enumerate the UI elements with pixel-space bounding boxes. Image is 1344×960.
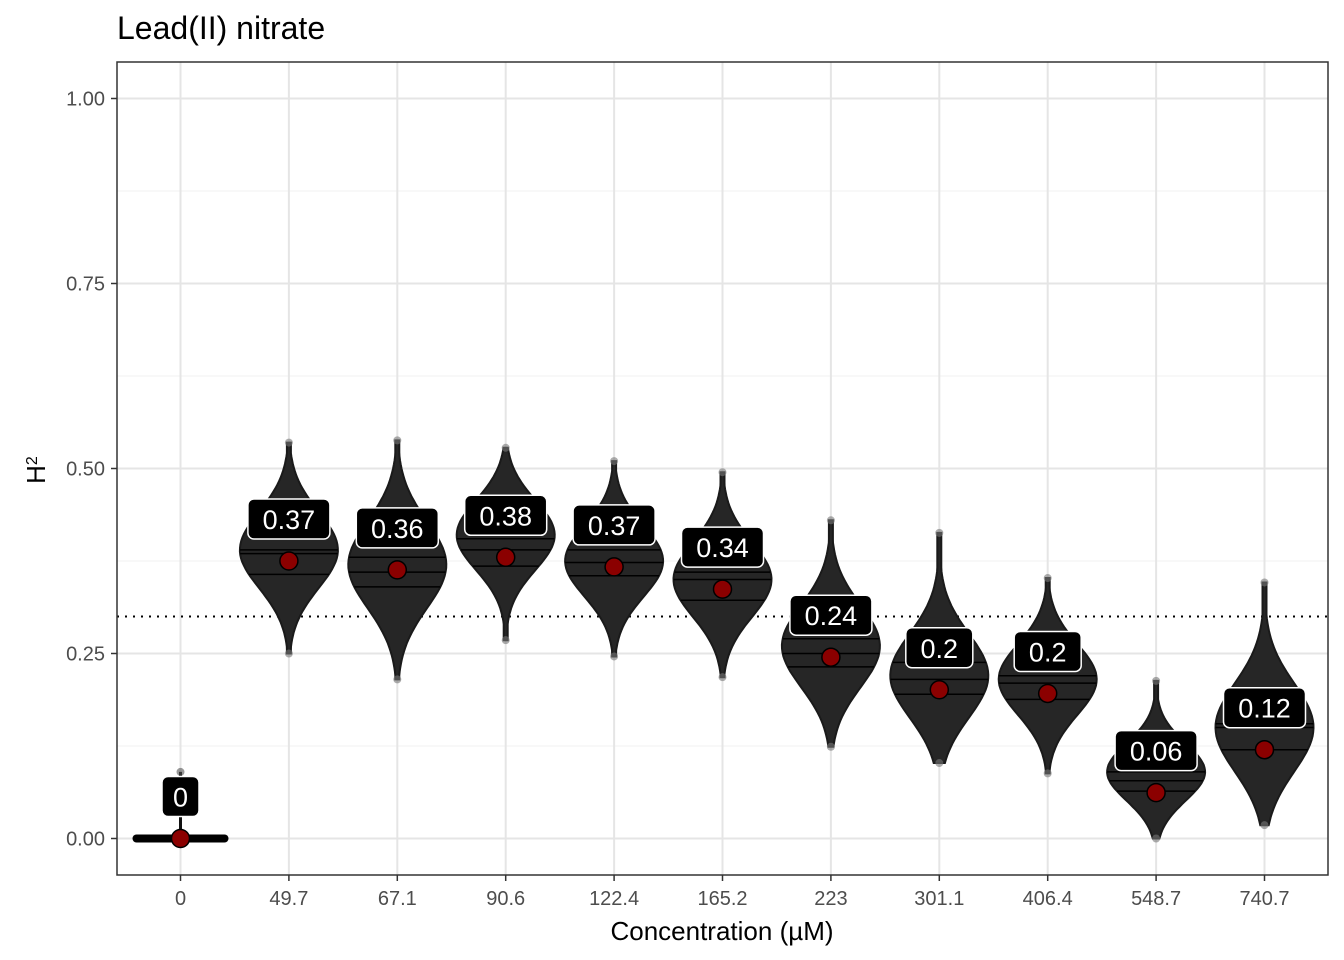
data-label-group: 0.24 xyxy=(789,594,873,667)
data-label-group: 0.2 xyxy=(1013,630,1082,704)
data-label-box xyxy=(905,627,974,669)
data-label: 0.38 xyxy=(479,501,532,531)
data-labels: 0 0.37 0.36 0.38 0.37 0.34 0.24 0.2 0.2 0.06 0.12 xyxy=(161,494,1307,849)
data-label-box xyxy=(680,526,765,568)
outlier-point xyxy=(284,649,293,658)
estimate-point xyxy=(1146,782,1166,803)
outlier-point xyxy=(1152,676,1161,685)
estimate-point xyxy=(821,647,841,667)
violin-group xyxy=(238,438,339,658)
estimate-point xyxy=(929,680,950,700)
x-tick-label: 301.1 xyxy=(914,888,964,910)
estimate-point xyxy=(604,557,624,577)
outlier-point xyxy=(718,468,727,477)
outlier-point xyxy=(1043,769,1052,778)
violin-group xyxy=(997,574,1098,778)
data-label: 0.06 xyxy=(1130,737,1183,767)
x-axis-title: Concentration (µM) xyxy=(610,916,833,946)
outlier-point xyxy=(501,443,510,452)
x-tick-label: 67.1 xyxy=(378,888,417,910)
x-tick-label: 406.4 xyxy=(1023,888,1073,910)
x-tick-label: 0 xyxy=(175,888,186,910)
x-tick-label: 122.4 xyxy=(589,888,639,910)
y-tick-label: 0.00 xyxy=(66,829,105,851)
data-label-box xyxy=(463,494,548,537)
outlier-point xyxy=(610,457,619,466)
data-label: 0.37 xyxy=(263,505,316,535)
estimate-point xyxy=(170,828,191,849)
x-tick-label: 90.6 xyxy=(486,888,525,910)
data-label-group: 0.06 xyxy=(1114,729,1198,803)
data-label: 0.34 xyxy=(696,533,749,563)
outlier-point xyxy=(610,652,619,661)
violin-group xyxy=(672,468,773,682)
data-label-box xyxy=(572,504,656,546)
outlier-point xyxy=(1260,821,1269,830)
data-label-group: 0.36 xyxy=(355,507,440,580)
axes: 0.00 0.25 0.50 0.75 1.00 0 49.7 67.1 90.6 122.4 16… xyxy=(66,61,1329,910)
y-axis-title: H2 xyxy=(21,456,51,484)
data-label-group: 0.34 xyxy=(680,526,765,599)
outlier-point xyxy=(935,528,944,537)
x-tick-label: 165.2 xyxy=(697,888,747,910)
x-tick-label: 223 xyxy=(814,888,847,910)
violin-group xyxy=(347,436,448,684)
y-axis-title-superscript: 2 xyxy=(24,456,41,465)
data-label: 0.2 xyxy=(921,634,959,664)
data-label: 0.2 xyxy=(1029,637,1067,667)
data-label-box xyxy=(247,498,331,540)
x-tick-label: 49.7 xyxy=(269,888,308,910)
data-label-box xyxy=(1114,729,1198,772)
outlier-point xyxy=(284,438,293,447)
data-label-group: 0.12 xyxy=(1222,686,1307,760)
violins xyxy=(132,436,1315,843)
y-tick-label: 0.25 xyxy=(66,644,105,666)
data-label-box xyxy=(789,594,873,636)
data-label-group: 0.38 xyxy=(463,494,548,568)
x-tick-label: 740.7 xyxy=(1239,888,1289,910)
data-label-box xyxy=(355,507,440,549)
data-label-group: 0.2 xyxy=(905,627,974,700)
data-label-group: 0.37 xyxy=(572,504,656,577)
outlier-point xyxy=(393,675,402,684)
estimate-point xyxy=(279,551,299,571)
outlier-point xyxy=(1152,834,1161,843)
outlier-point xyxy=(176,767,185,776)
outlier-point xyxy=(935,759,944,768)
data-label: 0 xyxy=(173,783,188,813)
estimate-point xyxy=(1254,739,1275,760)
estimate-point xyxy=(495,547,516,568)
y-axis-title-base: H xyxy=(21,465,51,484)
data-label-box xyxy=(1222,686,1307,729)
y-tick-label: 1.00 xyxy=(66,89,105,111)
outlier-point xyxy=(826,742,835,751)
chart-title: Lead(II) nitrate xyxy=(117,10,325,46)
outlier-point xyxy=(393,436,402,445)
data-label: 0.37 xyxy=(588,511,641,541)
outlier-point xyxy=(826,516,835,525)
outlier-point xyxy=(718,673,727,682)
outlier-point xyxy=(1260,578,1269,587)
data-label: 0.24 xyxy=(805,601,858,631)
data-label: 0.12 xyxy=(1238,694,1291,724)
data-label-box xyxy=(1013,630,1082,673)
x-tick-label: 548.7 xyxy=(1131,888,1181,910)
data-label: 0.36 xyxy=(371,514,424,544)
estimate-point xyxy=(387,560,408,580)
outlier-point xyxy=(1043,574,1052,583)
y-tick-label: 0.50 xyxy=(66,459,105,481)
estimate-point xyxy=(1037,683,1058,704)
data-label-group: 0 xyxy=(161,775,200,849)
estimate-point xyxy=(712,579,733,599)
data-label-box xyxy=(161,775,200,818)
data-label-group: 0.37 xyxy=(247,498,331,571)
y-tick-label: 0.75 xyxy=(66,274,105,296)
outlier-point xyxy=(501,636,510,645)
